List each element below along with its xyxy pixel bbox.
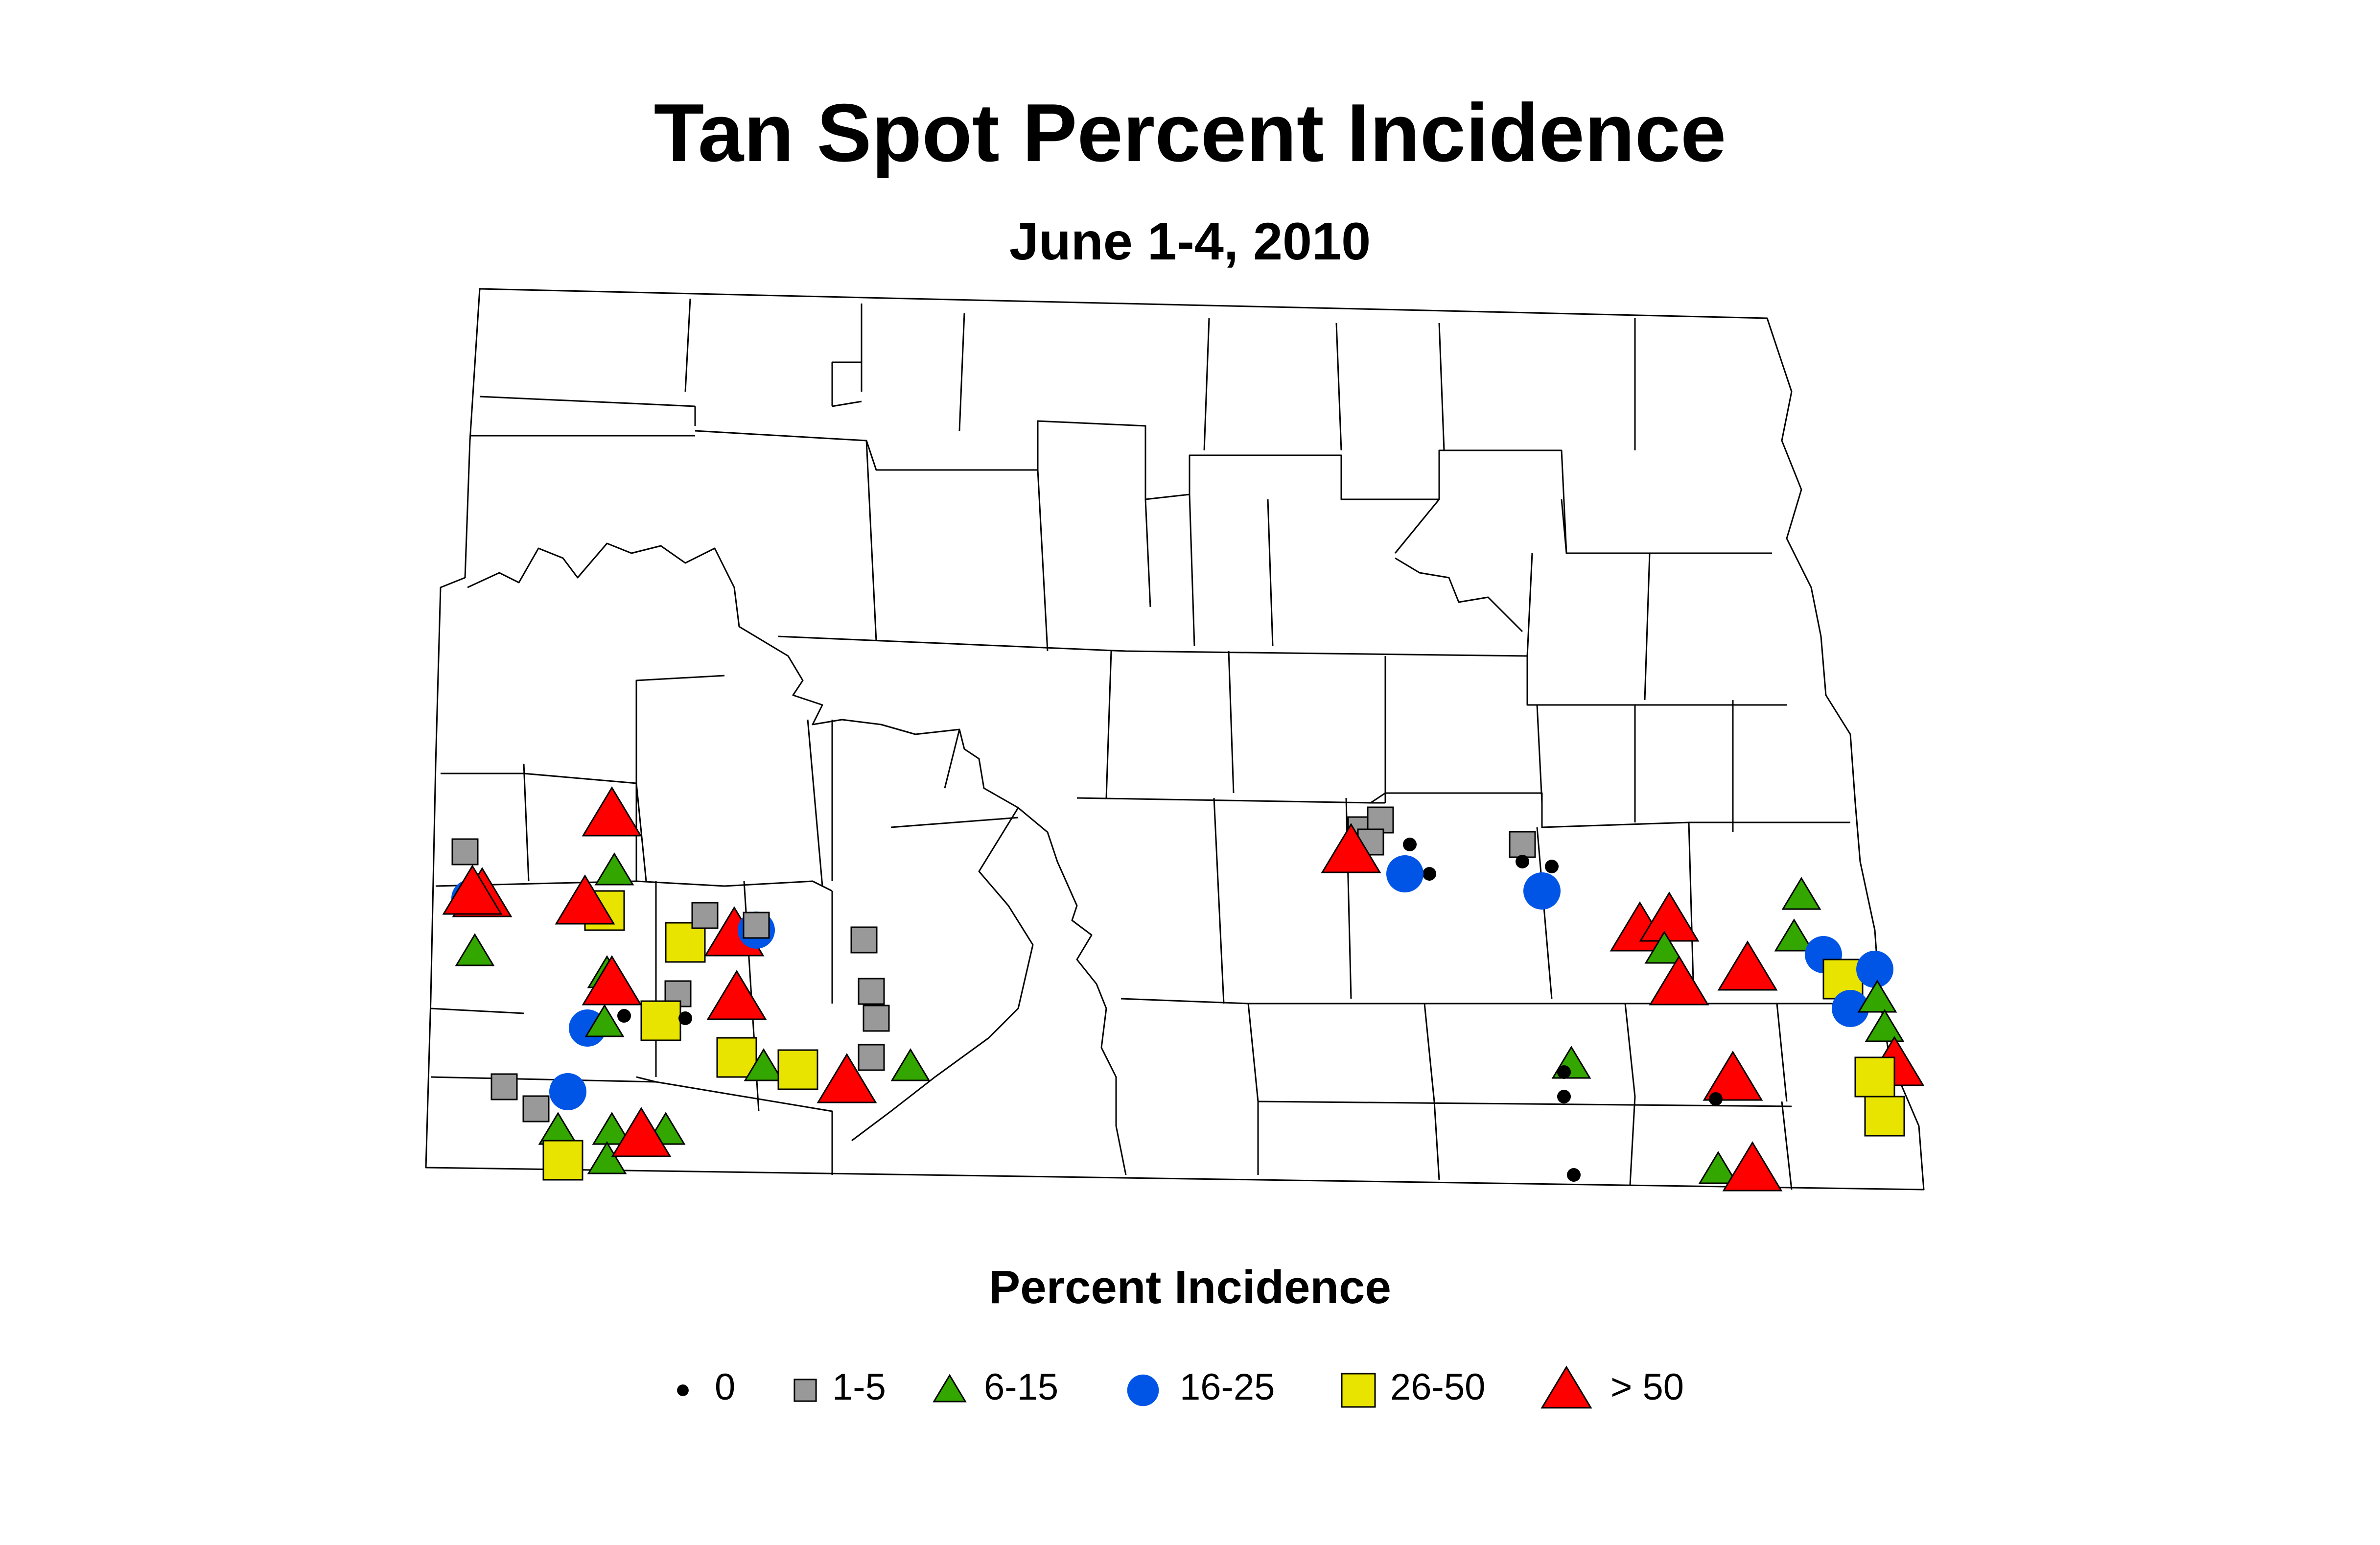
state-outline xyxy=(425,288,1925,1191)
site-marker xyxy=(678,1011,692,1025)
site-marker xyxy=(1557,1065,1571,1079)
site-marker xyxy=(582,786,642,837)
site-marker xyxy=(1854,1056,1895,1098)
lake-sakakawea-east xyxy=(1395,557,1523,632)
legend-label: 16-25 xyxy=(1180,1366,1275,1408)
site-marker xyxy=(716,1037,757,1078)
site-marker xyxy=(1545,860,1559,873)
legend-symbol-2 xyxy=(933,1374,967,1403)
site-marker xyxy=(858,1044,885,1071)
site-marker xyxy=(1403,838,1417,851)
site-marker xyxy=(555,874,615,925)
site-marker xyxy=(442,865,503,915)
site-marker xyxy=(582,955,642,1006)
site-marker xyxy=(522,1095,550,1123)
legend-label: 1-5 xyxy=(832,1366,886,1408)
site-marker xyxy=(1856,951,1893,988)
site-marker xyxy=(451,838,479,866)
site-marker xyxy=(665,922,706,963)
legend-label: > 50 xyxy=(1610,1366,1684,1408)
site-marker xyxy=(592,1112,632,1145)
site-marker xyxy=(1717,940,1778,991)
site-marker xyxy=(1781,877,1821,910)
site-marker xyxy=(744,1048,784,1081)
county-lines-row2 xyxy=(695,420,1772,652)
site-marker xyxy=(1386,855,1423,892)
site-marker xyxy=(1516,855,1529,868)
site-marker xyxy=(549,1073,586,1110)
site-marker xyxy=(863,1005,890,1032)
sample-markers xyxy=(442,786,1925,1192)
site-marker xyxy=(1864,1096,1905,1137)
legend-symbol-3 xyxy=(1127,1374,1159,1406)
river-inlet-1 xyxy=(831,720,960,881)
missouri-river xyxy=(467,542,1127,1175)
site-marker xyxy=(1567,1168,1581,1182)
site-marker xyxy=(1774,918,1814,952)
site-marker xyxy=(1644,931,1684,964)
site-marker xyxy=(1832,990,1869,1027)
site-marker xyxy=(777,1049,818,1090)
river-inlet-2 xyxy=(851,807,1034,1142)
site-marker xyxy=(1523,872,1561,910)
site-marker xyxy=(617,1009,631,1023)
county-lines-north xyxy=(479,298,1636,451)
site-marker xyxy=(743,912,770,939)
site-marker xyxy=(1857,980,1897,1013)
site-marker xyxy=(542,1140,583,1181)
county-boundaries xyxy=(425,288,1925,1191)
county-lines-row3 xyxy=(470,435,1787,881)
map-subtitle: June 1-4, 2010 xyxy=(1009,211,1371,271)
map-title: Tan Spot Percent Incidence xyxy=(653,87,1727,179)
site-marker xyxy=(640,1000,681,1041)
site-marker xyxy=(1709,1092,1723,1106)
site-marker xyxy=(1557,1090,1571,1103)
site-marker xyxy=(890,1048,931,1081)
site-marker xyxy=(584,1004,625,1037)
site-marker xyxy=(1722,1141,1783,1192)
legend-symbol-5 xyxy=(1540,1365,1592,1409)
legend-label: 0 xyxy=(715,1366,736,1408)
site-marker xyxy=(1865,1009,1905,1042)
site-marker xyxy=(1649,955,1709,1006)
site-marker xyxy=(1423,867,1436,881)
site-marker xyxy=(817,1053,877,1103)
legend-label: 6-15 xyxy=(984,1366,1059,1408)
legend-label: 26-50 xyxy=(1390,1366,1486,1408)
site-marker xyxy=(850,926,878,954)
site-marker xyxy=(455,933,495,966)
legend-symbol-0 xyxy=(677,1384,689,1396)
legend-symbols xyxy=(677,1365,1592,1409)
site-marker xyxy=(1703,1051,1763,1101)
site-marker xyxy=(587,1141,627,1174)
site-marker xyxy=(691,902,719,929)
legend-symbol-1 xyxy=(793,1379,817,1402)
site-marker xyxy=(1509,831,1536,858)
site-marker xyxy=(594,852,634,886)
site-marker xyxy=(611,1107,672,1157)
county-lines-row4 xyxy=(441,719,1850,1004)
legend-symbol-4 xyxy=(1341,1373,1376,1408)
site-marker xyxy=(1321,823,1381,873)
site-marker xyxy=(490,1073,518,1100)
site-marker xyxy=(858,978,885,1005)
legend-title: Percent Incidence xyxy=(989,1261,1391,1313)
county-lines-row6 xyxy=(430,1007,1793,1190)
site-marker xyxy=(1698,1151,1738,1184)
site-marker xyxy=(1367,806,1394,834)
site-marker xyxy=(706,970,767,1020)
